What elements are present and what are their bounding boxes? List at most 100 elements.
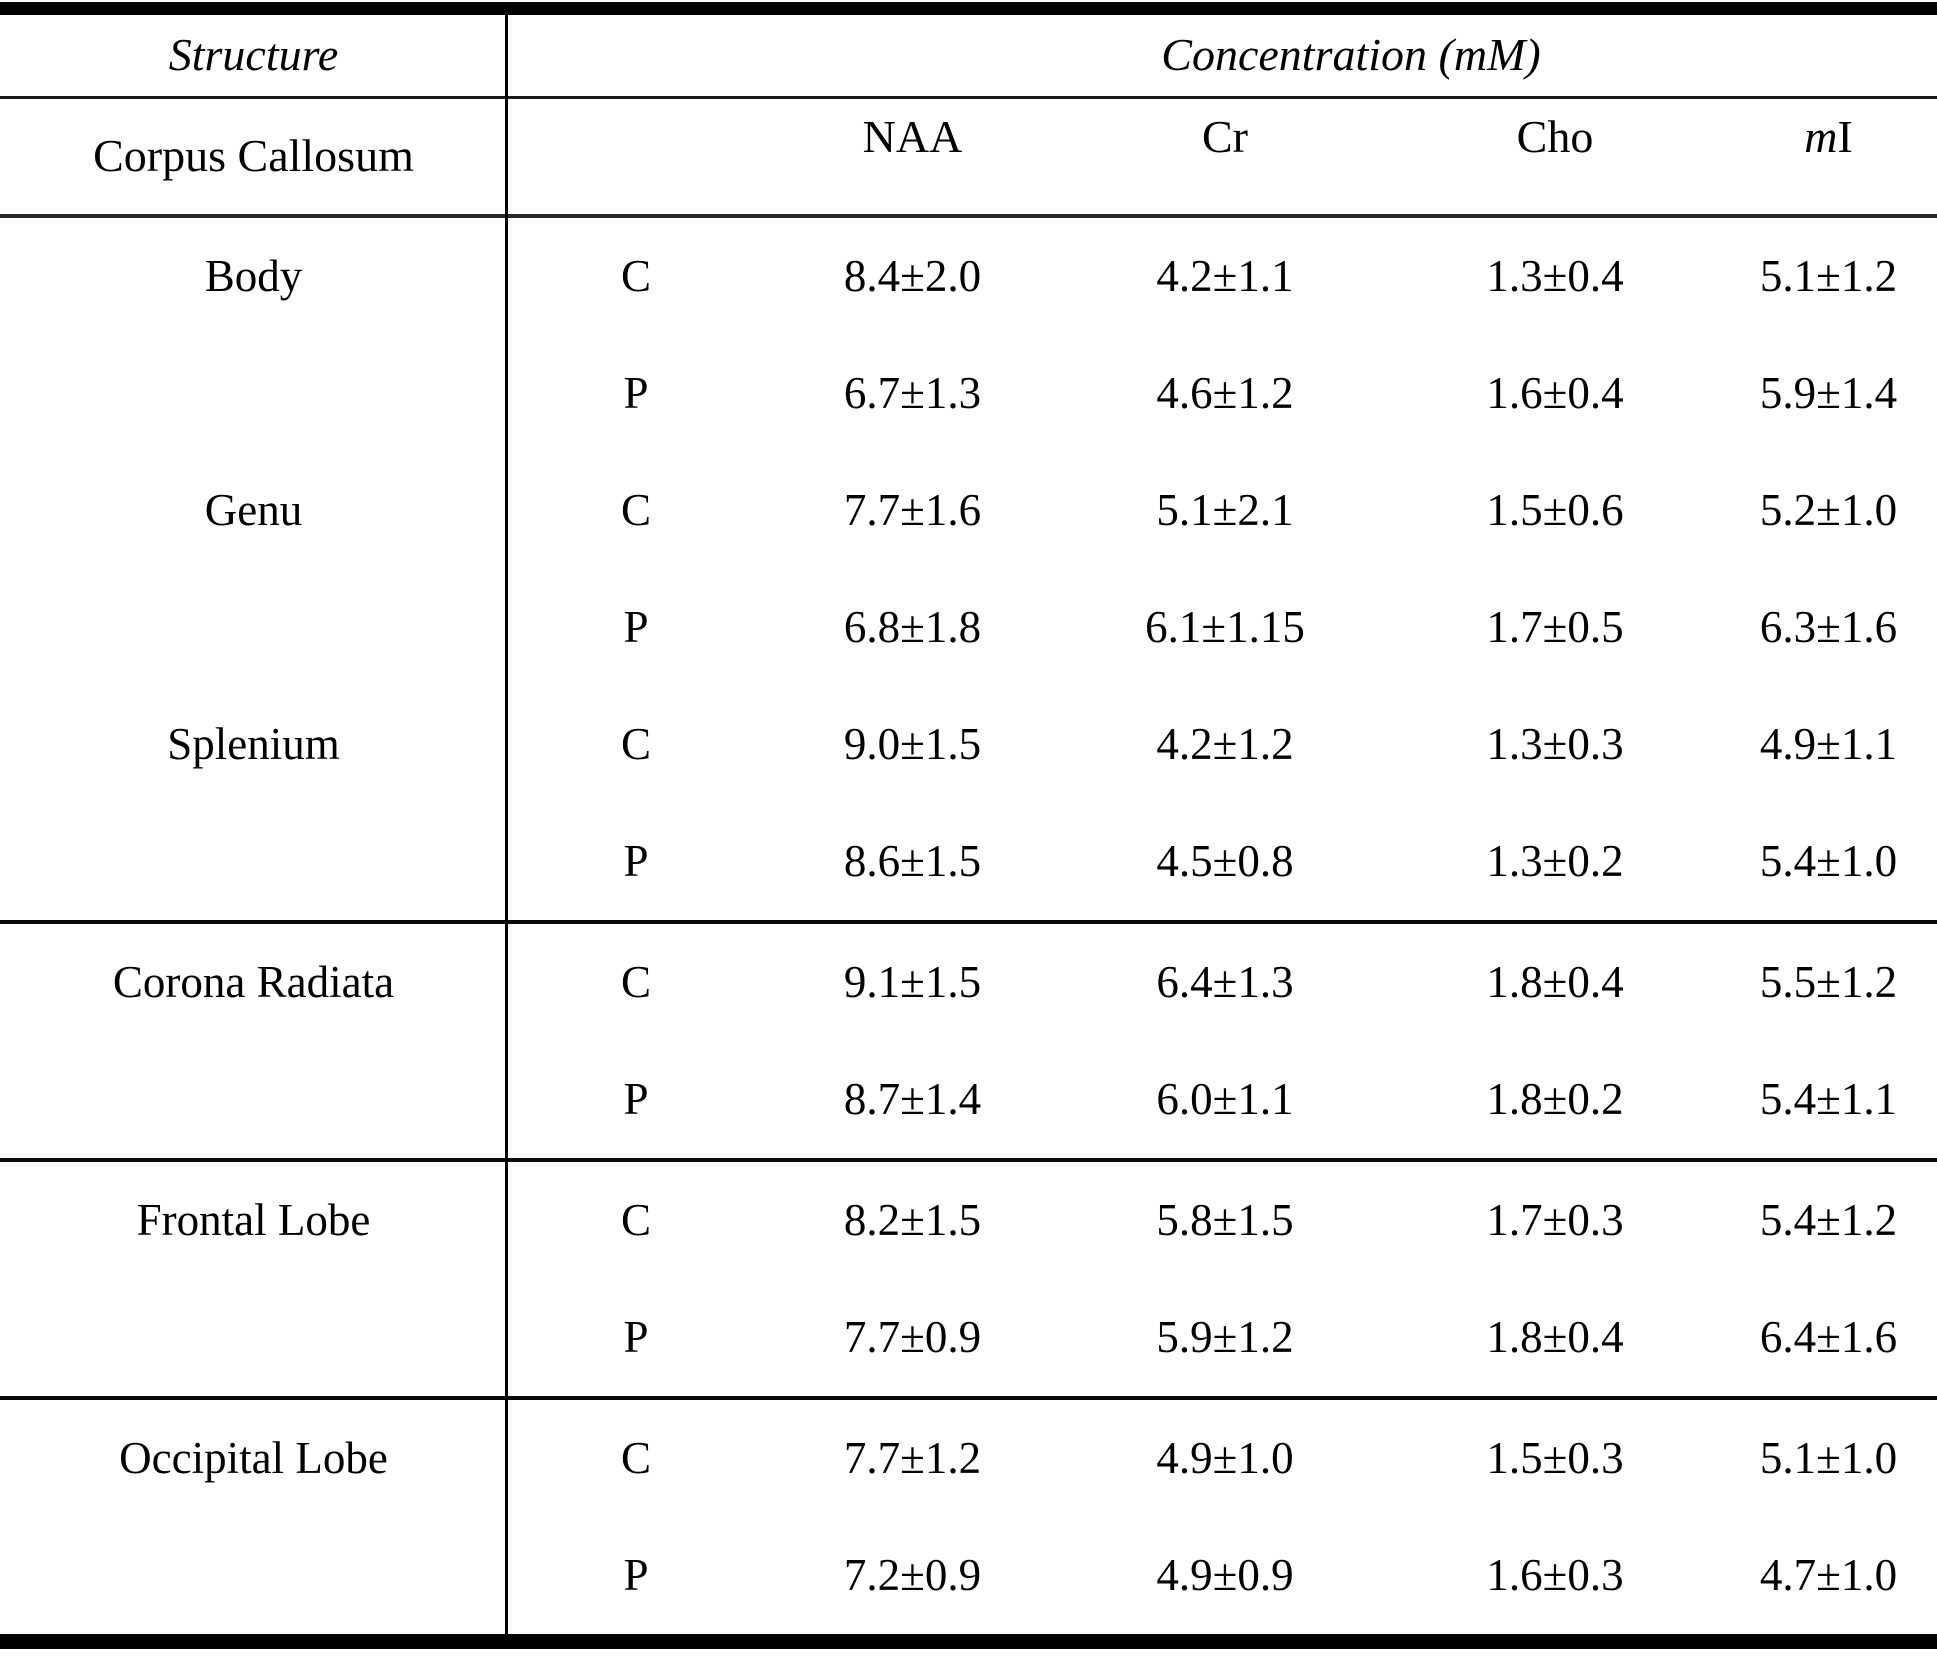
value-cell-cho: 1.7±0.3 — [1486, 1194, 1624, 1245]
condition-cell: P — [623, 1073, 649, 1124]
table-row: Genu C 7.7±1.6 5.1±2.1 1.5±0.6 5.2±1.0 — [0, 452, 1937, 569]
value-cell-naa: 7.2±0.9 — [843, 1549, 982, 1600]
table-row: Occipital Lobe C 7.7±1.2 4.9±1.0 1.5±0.3 5.1±… — [0, 1400, 1937, 1517]
table-row: P 7.7±0.9 5.9±1.2 1.8±0.4 6.4±1.6 — [0, 1279, 1937, 1396]
value-cell-cr: 4.2±1.2 — [1156, 718, 1294, 769]
value-cell-naa: 8.6±1.5 — [843, 835, 982, 886]
value-cell-mi: 5.1±1.2 — [1759, 250, 1898, 301]
value-cell-cho: 1.6±0.3 — [1486, 1549, 1624, 1600]
group-label-corpus-callosum: Corpus Callosum — [93, 130, 414, 182]
table-body: Body C 8.4±2.0 4.2±1.1 1.3±0.4 5.1±1.2 P 6.7±1.… — [0, 218, 1937, 1634]
structure-cell: Occipital Lobe — [119, 1432, 388, 1483]
value-cell-cr: 5.1±2.1 — [1156, 484, 1294, 535]
value-cell-cr: 6.4±1.3 — [1156, 956, 1294, 1007]
value-cell-cr: 5.8±1.5 — [1156, 1194, 1294, 1245]
table-row: Splenium C 9.0±1.5 4.2±1.2 1.3±0.3 4.9±1.1 — [0, 686, 1937, 803]
value-cell-cr: 4.5±0.8 — [1156, 835, 1294, 886]
value-cell-naa: 9.1±1.5 — [843, 956, 982, 1007]
column-header-italic-part: m — [1804, 111, 1838, 162]
column-header-label: Cho — [1516, 111, 1594, 162]
value-cell-mi: 5.4±1.2 — [1759, 1194, 1898, 1245]
table-row: P 8.7±1.4 6.0±1.1 1.8±0.2 5.4±1.1 — [0, 1041, 1937, 1158]
value-cell-mi: 5.5±1.2 — [1759, 956, 1898, 1007]
value-cell-cho: 1.8±0.4 — [1486, 1311, 1624, 1362]
column-header-label: Cr — [1202, 111, 1248, 162]
value-cell-naa: 6.8±1.8 — [843, 601, 982, 652]
header-bottom-divider — [0, 214, 1937, 218]
value-cell-mi: 6.4±1.6 — [1759, 1311, 1898, 1362]
section-divider — [0, 920, 1937, 924]
header-row-top: Structure Concentration (mM) — [0, 15, 1937, 96]
column-header-label: NAA — [862, 111, 963, 162]
value-cell-mi: 5.1±1.0 — [1759, 1432, 1898, 1483]
value-cell-naa: 8.7±1.4 — [843, 1073, 982, 1124]
structure-cell: Genu — [204, 484, 303, 535]
structure-header: Structure — [168, 29, 339, 81]
condition-cell: P — [623, 835, 649, 886]
column-header-cr: Cr — [1060, 99, 1390, 214]
value-cell-cr: 4.6±1.2 — [1156, 367, 1294, 418]
concentration-header: Concentration (mM) — [1161, 29, 1541, 81]
condition-cell: P — [623, 1549, 649, 1600]
table-row: P 7.2±0.9 4.9±0.9 1.6±0.3 4.7±1.0 — [0, 1517, 1937, 1634]
structure-cell: Corona Radiata — [112, 956, 395, 1007]
table-row: P 6.8±1.8 6.1±1.15 1.7±0.5 6.3±1.6 — [0, 569, 1937, 686]
value-cell-mi: 5.4±1.1 — [1759, 1073, 1898, 1124]
value-cell-mi: 4.7±1.0 — [1759, 1549, 1898, 1600]
structure-cell: Splenium — [167, 718, 340, 769]
condition-cell: P — [623, 1311, 649, 1362]
header-spacer — [507, 99, 765, 214]
value-cell-naa: 7.7±0.9 — [843, 1311, 982, 1362]
table-row: Corona Radiata C 9.1±1.5 6.4±1.3 1.8±0.4 5.5±… — [0, 924, 1937, 1041]
value-cell-cho: 1.8±0.4 — [1486, 956, 1624, 1007]
value-cell-cho: 1.6±0.4 — [1486, 367, 1624, 418]
condition-cell: C — [620, 956, 651, 1007]
value-cell-cho: 1.3±0.3 — [1486, 718, 1624, 769]
table-bottom-rule — [0, 1634, 1937, 1649]
value-cell-mi: 5.2±1.0 — [1759, 484, 1898, 535]
value-cell-cho: 1.5±0.6 — [1486, 484, 1624, 535]
table-row: Frontal Lobe C 8.2±1.5 5.8±1.5 1.7±0.3 5.4±1.… — [0, 1162, 1937, 1279]
condition-cell: C — [620, 484, 651, 535]
value-cell-cr: 4.2±1.1 — [1156, 250, 1294, 301]
value-cell-naa: 8.2±1.5 — [843, 1194, 982, 1245]
column-header-naa: NAA — [765, 99, 1060, 214]
condition-cell: C — [620, 1194, 651, 1245]
table-top-rule — [0, 2, 1937, 15]
value-cell-naa: 8.4±2.0 — [843, 250, 982, 301]
section-divider — [0, 1396, 1937, 1400]
table-row: P 6.7±1.3 4.6±1.2 1.6±0.4 5.9±1.4 — [0, 335, 1937, 452]
column-header-label: I — [1837, 111, 1853, 162]
column-header-mi: mI — [1720, 99, 1937, 214]
value-cell-mi: 4.9±1.1 — [1759, 718, 1898, 769]
value-cell-cho: 1.8±0.2 — [1486, 1073, 1624, 1124]
value-cell-cho: 1.3±0.2 — [1486, 835, 1624, 886]
table-row: Body C 8.4±2.0 4.2±1.1 1.3±0.4 5.1±1.2 — [0, 218, 1937, 335]
value-cell-mi: 6.3±1.6 — [1759, 601, 1898, 652]
condition-cell: P — [623, 601, 649, 652]
value-cell-cr: 5.9±1.2 — [1156, 1311, 1294, 1362]
value-cell-cr: 6.1±1.15 — [1145, 601, 1305, 652]
value-cell-cr: 4.9±1.0 — [1156, 1432, 1294, 1483]
condition-cell: C — [620, 250, 651, 301]
value-cell-cr: 4.9±0.9 — [1156, 1549, 1294, 1600]
value-cell-naa: 7.7±1.6 — [843, 484, 982, 535]
condition-cell: P — [623, 367, 649, 418]
value-cell-naa: 9.0±1.5 — [843, 718, 982, 769]
column-divider-line — [505, 15, 508, 1634]
value-cell-cho: 1.3±0.4 — [1486, 250, 1624, 301]
header-divider — [0, 96, 1937, 99]
value-cell-cho: 1.5±0.3 — [1486, 1432, 1624, 1483]
column-header-cho: Cho — [1390, 99, 1720, 214]
value-cell-cho: 1.7±0.5 — [1486, 601, 1624, 652]
value-cell-mi: 5.4±1.0 — [1759, 835, 1898, 886]
value-cell-naa: 6.7±1.3 — [843, 367, 982, 418]
value-cell-mi: 5.9±1.4 — [1759, 367, 1898, 418]
structure-cell: Frontal Lobe — [136, 1194, 371, 1245]
structure-cell: Body — [204, 250, 303, 301]
section-divider — [0, 1158, 1937, 1162]
table-row: P 8.6±1.5 4.5±0.8 1.3±0.2 5.4±1.0 — [0, 803, 1937, 920]
condition-cell: C — [620, 718, 651, 769]
